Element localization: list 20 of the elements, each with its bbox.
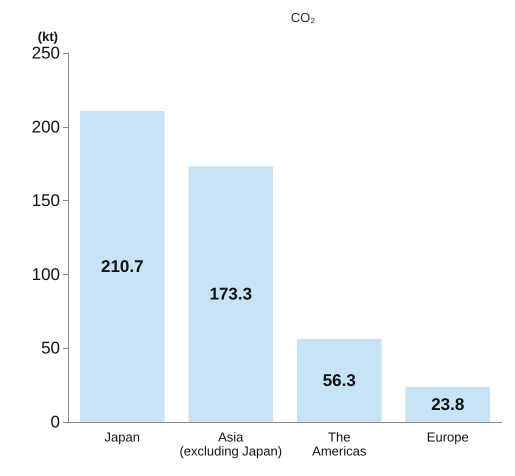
- y-tick-label: 250: [32, 44, 60, 62]
- data-label: 173.3: [209, 284, 252, 304]
- bar: [188, 166, 274, 422]
- data-label: 56.3: [322, 370, 356, 390]
- y-tick-label: 200: [32, 117, 60, 136]
- y-axis-title: (kt): [38, 29, 58, 44]
- y-tick-label: 150: [32, 191, 60, 210]
- y-tick-label: 0: [50, 412, 60, 432]
- x-tick-label: Asia (excluding Japan): [179, 430, 282, 458]
- data-label: 23.8: [431, 394, 464, 414]
- bar: [405, 386, 490, 422]
- bar: [80, 111, 165, 422]
- x-tick-label: Japan: [104, 430, 140, 444]
- data-label: 210.7: [100, 257, 144, 276]
- y-tick-label: 50: [41, 338, 60, 358]
- bar: [296, 338, 382, 422]
- x-tick-label: The Americas: [312, 430, 367, 458]
- x-tick-label: Europe: [426, 430, 469, 444]
- chart-title: CO₂: [290, 10, 316, 25]
- y-tick-label: 100: [32, 264, 60, 284]
